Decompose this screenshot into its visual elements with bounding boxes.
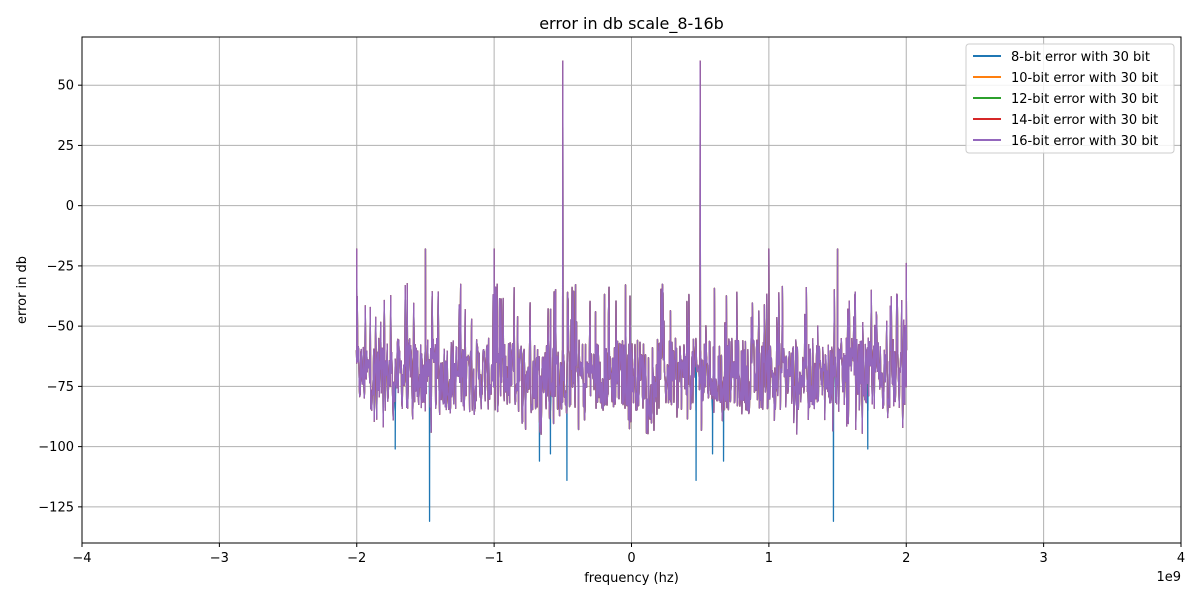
- y-tick-label: 50: [57, 79, 74, 94]
- y-tick-label: 25: [57, 139, 74, 154]
- y-tick-label: 0: [66, 199, 74, 214]
- x-tick-label: −2: [347, 551, 366, 566]
- x-axis-offset-label: 1e9: [1156, 570, 1181, 585]
- legend-label: 16-bit error with 30 bit: [1011, 134, 1158, 149]
- x-tick-label: 4: [1177, 551, 1185, 566]
- chart-title: error in db scale_8-16b: [539, 14, 724, 34]
- series-lines: [355, 60, 908, 522]
- x-tick-label: 1: [765, 551, 773, 566]
- y-tick-label: −125: [38, 500, 74, 515]
- x-axis-ticks: −4 −3 −2 −1 0 1 2 3 4: [72, 543, 1185, 566]
- x-tick-label: 0: [627, 551, 635, 566]
- legend: 8-bit error with 30 bit 10-bit error with…: [965, 43, 1175, 154]
- y-tick-label: −100: [38, 440, 74, 455]
- legend-box: [965, 43, 1175, 154]
- x-tick-label: 3: [1039, 551, 1047, 566]
- legend-label: 10-bit error with 30 bit: [1011, 71, 1158, 86]
- legend-label: 12-bit error with 30 bit: [1011, 92, 1158, 107]
- series-line-5: [355, 60, 908, 435]
- legend-label: 14-bit error with 30 bit: [1011, 113, 1158, 128]
- x-tick-label: −3: [210, 551, 229, 566]
- x-tick-label: −4: [72, 551, 91, 566]
- legend-label: 8-bit error with 30 bit: [1011, 50, 1150, 65]
- y-tick-label: −75: [47, 380, 74, 395]
- y-tick-label: −50: [47, 320, 74, 335]
- x-tick-label: 2: [902, 551, 910, 566]
- x-axis-label: frequency (hz): [584, 571, 679, 586]
- y-tick-label: −25: [47, 259, 74, 274]
- y-axis-ticks: 50 25 0 −25 −50 −75 −100 −125: [38, 79, 82, 515]
- y-axis-label: error in db: [15, 256, 30, 324]
- x-tick-label: −1: [485, 551, 504, 566]
